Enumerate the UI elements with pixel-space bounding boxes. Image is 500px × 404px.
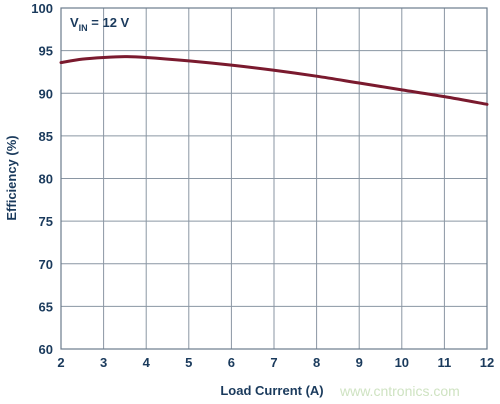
grid xyxy=(60,7,488,350)
series-layer xyxy=(59,55,489,106)
y-tick-label: 60 xyxy=(39,342,53,357)
y-tick-label: 90 xyxy=(39,86,53,101)
watermark: www.cntronics.com xyxy=(339,383,460,399)
x-tick-label: 2 xyxy=(57,355,64,370)
x-axis-title: Load Current (A) xyxy=(220,383,323,398)
y-tick-label: 80 xyxy=(39,172,53,187)
y-tick-labels: 100 95 90 85 80 75 70 65 60 xyxy=(31,1,53,357)
x-tick-label: 3 xyxy=(100,355,107,370)
y-tick-label: 65 xyxy=(39,299,53,314)
x-tick-label: 9 xyxy=(356,355,363,370)
x-tick-label: 10 xyxy=(395,355,409,370)
y-axis-title: Efficiency (%) xyxy=(4,135,19,220)
x-tick-label: 12 xyxy=(480,355,494,370)
y-tick-label: 75 xyxy=(39,214,53,229)
x-tick-label: 7 xyxy=(270,355,277,370)
y-tick-label: 85 xyxy=(39,129,53,144)
efficiency-series-line xyxy=(59,55,489,106)
y-tick-label: 70 xyxy=(39,257,53,272)
x-tick-label: 11 xyxy=(438,355,452,370)
x-tick-label: 6 xyxy=(228,355,235,370)
vin-annotation: VIN = 12 V xyxy=(70,15,130,33)
y-tick-label: 95 xyxy=(39,44,53,59)
x-tick-label: 5 xyxy=(185,355,192,370)
x-tick-label: 4 xyxy=(143,355,151,370)
x-tick-labels: 2 3 4 5 6 7 8 9 10 11 12 xyxy=(57,355,494,370)
x-tick-label: 8 xyxy=(313,355,320,370)
plot-frame xyxy=(60,7,488,350)
y-tick-label: 100 xyxy=(31,1,53,16)
